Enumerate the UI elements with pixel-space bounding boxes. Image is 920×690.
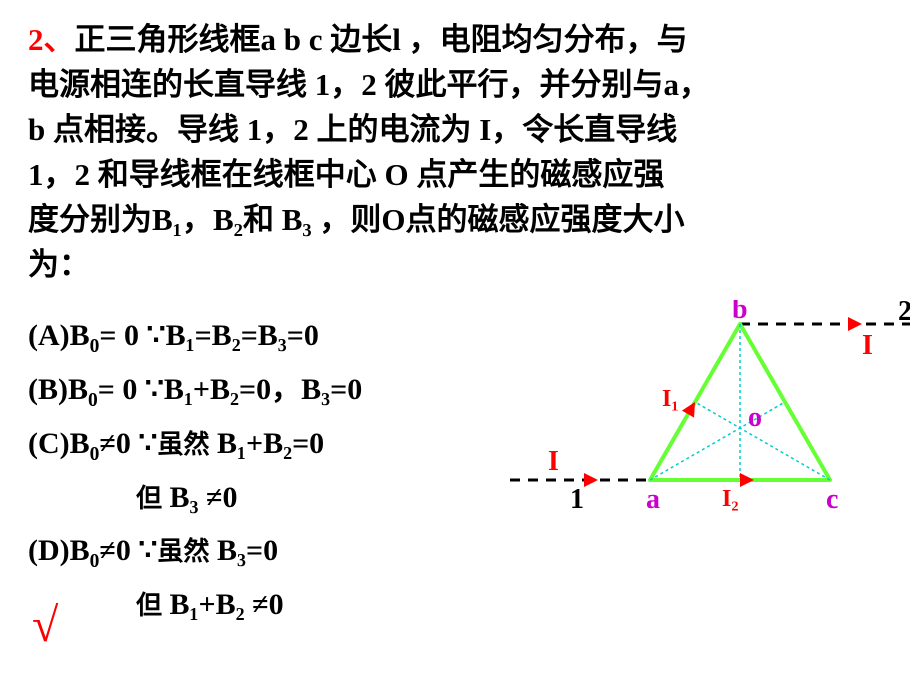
opt-d-rest: ≠0 ∵ [99, 534, 157, 567]
svg-text:2: 2 [898, 300, 910, 327]
opt-d-l2zh: 但 [136, 591, 162, 620]
opt-d-l2: B₁+B₂ ≠0 [162, 588, 284, 621]
svg-text:I₂: I₂ [722, 486, 739, 512]
svg-text:a: a [646, 484, 660, 515]
q-line-2: b 点相接。导线 1，2 上的电流为 I，令长直导线 [28, 112, 677, 147]
q-line-5: 为： [28, 247, 90, 282]
svg-text:I: I [548, 446, 559, 477]
svg-text:I: I [862, 330, 873, 361]
svg-text:b: b [732, 300, 748, 325]
opt-c-l2zh: 但 [136, 484, 162, 513]
opt-c-zh: 虽然 [157, 430, 209, 459]
opt-a-prefix: (A)B [28, 319, 90, 352]
opt-d-sub: 0 [90, 551, 100, 572]
svg-text:c: c [826, 484, 838, 515]
opt-c-l2: B₃ ≠0 [162, 481, 237, 514]
svg-text:I₁: I₁ [662, 386, 679, 412]
opt-c-rest: ≠0 ∵ [99, 427, 157, 460]
option-d-line2: 但 B₁+B₂ ≠0 [28, 579, 892, 632]
q-line-0: 正三角形线框a b c 边长l ，电阻均匀分布，与 [75, 22, 688, 57]
circuit-diagram: abco12III₁I₂ [510, 300, 910, 530]
q-line-1: 电源相连的长直导线 1，2 彼此平行，并分别与a， [28, 67, 710, 102]
question-block: 2、正三角形线框a b c 边长l ，电阻均匀分布，与 电源相连的长直导线 1，… [28, 18, 892, 288]
opt-d-rest2: B₃=0 [209, 534, 278, 567]
svg-text:o: o [748, 402, 762, 433]
q-line-3: 1，2 和导线框在线框中心 O 点产生的磁感应强 [28, 157, 664, 192]
answer-checkmark: √ [32, 598, 58, 653]
opt-a-rest: = 0 ∵B₁=B₂=B₃=0 [99, 319, 318, 352]
opt-a-sub: 0 [90, 336, 100, 357]
option-d: (D)B0≠0 ∵虽然 B₃=0 [28, 525, 892, 579]
opt-d-prefix: (D)B [28, 534, 90, 567]
opt-b-sub: 0 [88, 390, 98, 411]
opt-b-prefix: (B)B [28, 373, 88, 406]
question-number: 2、 [28, 22, 75, 57]
opt-b-rest: = 0 ∵B₁+B₂=0，B₃=0 [98, 373, 362, 406]
svg-text:1: 1 [570, 484, 584, 515]
opt-c-rest2: B₁+B₂=0 [209, 427, 324, 460]
opt-c-prefix: (C)B [28, 427, 90, 460]
opt-d-zh: 虽然 [157, 537, 209, 566]
q-line-4: 度分别为B₁，B₂和 B₃ ，则O点的磁感应强度大小 [28, 202, 685, 237]
opt-c-sub: 0 [90, 444, 100, 465]
